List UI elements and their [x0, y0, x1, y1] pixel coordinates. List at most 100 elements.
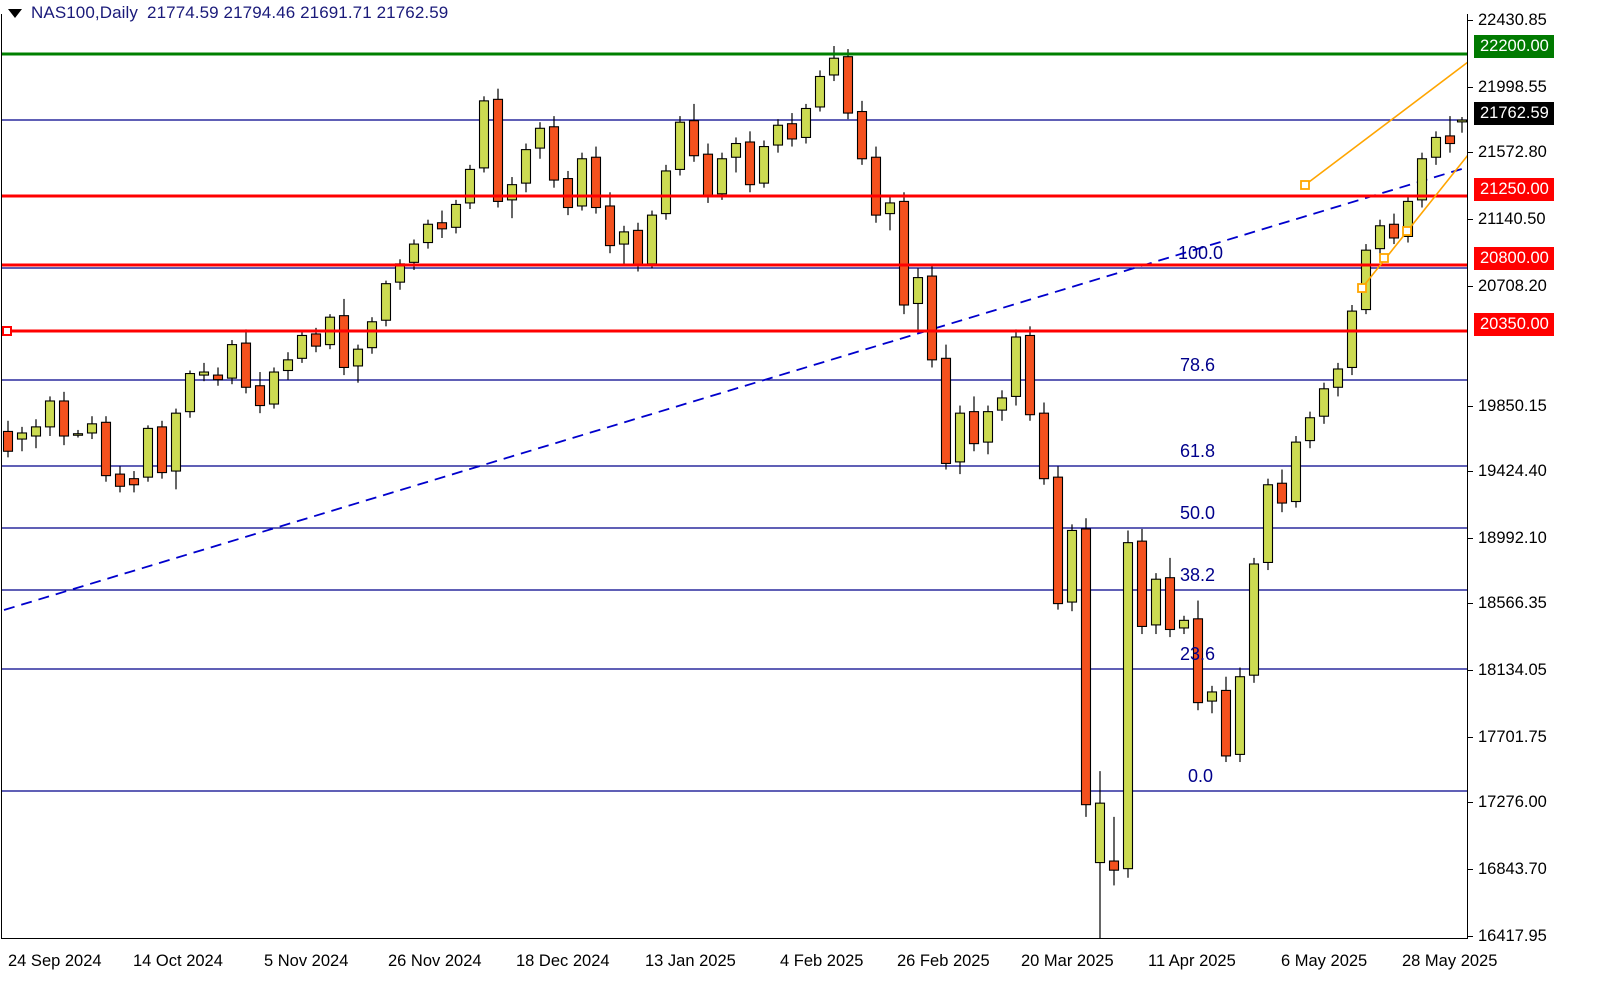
candle-body: [604, 205, 616, 247]
candle-body: [16, 432, 28, 440]
tick-mark: [1468, 669, 1473, 671]
candle-body: [758, 146, 770, 184]
price-tick-label: 21572.80: [1478, 142, 1547, 161]
candle-body: [114, 473, 126, 487]
tick-mark: [1468, 218, 1473, 220]
candle-body: [1374, 225, 1386, 250]
price-tick-label: 18992.10: [1478, 528, 1547, 547]
fib-label-23.6: 23.6: [1180, 644, 1216, 664]
channel-control-point[interactable]: [1379, 253, 1389, 263]
candle-body: [450, 203, 462, 228]
candle-body: [1038, 412, 1050, 480]
candle-body: [1402, 200, 1414, 238]
level-handle-20350[interactable]: [2, 326, 12, 336]
price-tick: 21140.50: [1468, 210, 1546, 228]
candle-body: [1108, 860, 1120, 871]
candle-body: [520, 149, 532, 184]
candle-body: [632, 229, 644, 266]
candle-body: [1150, 578, 1162, 626]
price-tick-label: 18566.35: [1478, 593, 1547, 612]
date-tick-label: 18 Dec 2024: [516, 952, 610, 970]
channel-control-point[interactable]: [1300, 180, 1310, 190]
price-tick-label: 17701.75: [1478, 727, 1547, 746]
date-tick-label: 20 Mar 2025: [1021, 952, 1114, 970]
channel-control-point[interactable]: [1357, 283, 1367, 293]
candle-body: [1178, 619, 1190, 629]
date-tick-label: 24 Sep 2024: [8, 952, 102, 970]
candle-body: [226, 344, 238, 379]
candle-body: [1010, 336, 1022, 397]
candle-body: [912, 277, 924, 305]
price-tick-label: 21140.50: [1478, 209, 1546, 228]
tick-mark: [1468, 19, 1473, 21]
candle-body: [1080, 528, 1092, 806]
candle-body: [1220, 689, 1232, 757]
candle-body: [478, 100, 490, 169]
chart-canvas: [2, 46, 1467, 938]
candle-body: [688, 120, 700, 157]
current-price-badge[interactable]: 21762.59: [1474, 102, 1554, 125]
candle-body: [1318, 388, 1330, 417]
date-tick-label: 11 Apr 2025: [1148, 952, 1236, 970]
date-tick-label: 13 Jan 2025: [645, 952, 736, 970]
channel-upper-line[interactable]: [1304, 61, 1467, 186]
symbol-timeframe-label: NAS100,Daily: [31, 3, 139, 22]
level-price-badge[interactable]: 20800.00: [1474, 247, 1554, 270]
candle-body: [1444, 135, 1456, 145]
candle-body: [772, 124, 784, 146]
candle-body: [1360, 249, 1372, 311]
candle-body: [506, 184, 518, 201]
candle-body: [156, 426, 168, 474]
ascending-trendline-dashed[interactable]: [3, 167, 1466, 611]
tick-mark: [1468, 736, 1473, 738]
candle-body: [198, 371, 210, 376]
candle-body: [1430, 136, 1442, 158]
candle-body: [58, 400, 70, 437]
candle-body: [828, 57, 840, 76]
price-tick: 19424.40: [1468, 462, 1547, 480]
level-price-badge[interactable]: 22200.00: [1474, 35, 1554, 58]
candle-body: [2, 430, 14, 452]
candle-body: [268, 371, 280, 405]
level-price-badge[interactable]: 21250.00: [1474, 178, 1554, 201]
price-tick-label: 20708.20: [1478, 276, 1547, 295]
price-tick-label: 19424.40: [1478, 461, 1547, 480]
fib-label-38.2: 38.2: [1180, 565, 1216, 585]
triangle-down-icon[interactable]: [8, 8, 22, 18]
chart-header: NAS100,Daily 21774.59 21794.46 21691.71 …: [0, 0, 448, 26]
channel-control-point[interactable]: [1402, 226, 1412, 236]
candle-body: [1094, 802, 1106, 864]
candle-body: [212, 374, 224, 381]
date-tick-label: 14 Oct 2024: [133, 952, 223, 970]
candle-body: [1248, 563, 1260, 676]
level-price-badge[interactable]: 20350.00: [1474, 313, 1554, 336]
candle-body: [170, 412, 182, 472]
price-tick-label: 16843.70: [1478, 859, 1547, 878]
candle-body: [898, 200, 910, 306]
price-axis[interactable]: 22430.85 21998.55 21572.80 21140.50 20708.20…: [1467, 10, 1600, 945]
fib-label-50.0: 50.0: [1180, 503, 1216, 523]
fib-label-0.0: 0.0: [1188, 766, 1214, 786]
candle-body: [282, 359, 294, 372]
candle-body: [1262, 484, 1274, 564]
tick-mark: [1468, 405, 1473, 407]
candle-body: [786, 123, 798, 140]
candle-body: [1388, 223, 1400, 239]
candle-body: [436, 222, 448, 230]
tick-mark: [1468, 602, 1473, 604]
channel-lower-line[interactable]: [1361, 154, 1467, 289]
price-tick: 17276.00: [1468, 793, 1547, 811]
date-tick-label: 26 Nov 2024: [388, 952, 482, 970]
price-tick: 16417.95: [1468, 927, 1547, 945]
tick-mark: [1468, 285, 1473, 287]
price-tick-label: 21998.55: [1478, 77, 1547, 96]
date-tick-label: 6 May 2025: [1281, 952, 1368, 970]
candle-body: [674, 121, 686, 170]
candle-body: [730, 142, 742, 158]
date-tick-label: 5 Nov 2024: [264, 952, 349, 970]
candle-body: [856, 110, 868, 160]
chart-plot-area[interactable]: [1, 14, 1467, 939]
tick-mark: [1468, 801, 1473, 803]
price-tick-label: 22430.85: [1478, 10, 1547, 29]
